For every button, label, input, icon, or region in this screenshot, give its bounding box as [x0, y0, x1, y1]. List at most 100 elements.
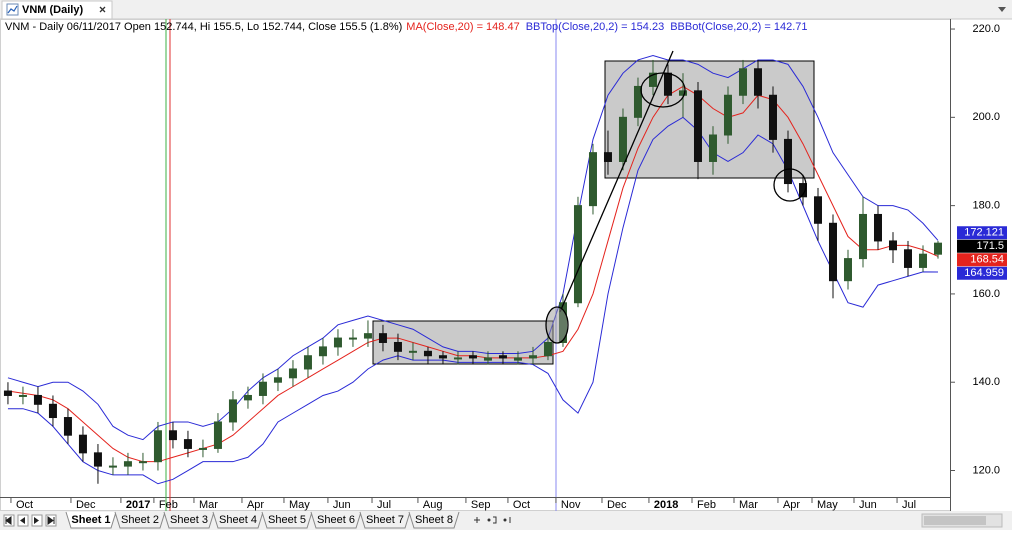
candle-body: [123, 461, 132, 467]
candle-body: [108, 465, 117, 468]
x-tick-label: Feb: [159, 499, 178, 511]
tab-icon: [6, 3, 19, 16]
candle-body: [153, 430, 162, 463]
candle-body: [678, 90, 687, 96]
sheet-tab[interactable]: [212, 511, 264, 529]
sheet-tab-label[interactable]: Sheet 4: [219, 514, 257, 526]
candle-body: [543, 341, 552, 357]
sheet-tab[interactable]: [310, 511, 362, 529]
tab-title: VNM (Daily): [22, 4, 83, 16]
candle-body: [168, 430, 177, 441]
x-tick-label: May: [289, 499, 310, 511]
sheet-tab-label[interactable]: Sheet 2: [121, 514, 159, 526]
candle-body: [723, 94, 732, 136]
sheet-tools[interactable]: [474, 516, 511, 524]
sheet-tab[interactable]: [163, 511, 215, 529]
chart-header-text: VNM - Daily 06/11/2017 Open 152.744, Hi …: [5, 21, 402, 33]
sheet-tab-label[interactable]: Sheet 5: [268, 514, 306, 526]
x-tick-label: 2018: [654, 499, 678, 511]
y-tick-label: 120.0: [972, 464, 1000, 476]
scrollbar-thumb[interactable]: [924, 516, 986, 525]
sheet-tab[interactable]: [408, 511, 460, 529]
sheet-tab[interactable]: [114, 511, 166, 529]
candle-body: [873, 213, 882, 242]
sheet-tab[interactable]: [359, 511, 411, 529]
x-tick-label: Jul: [377, 499, 391, 511]
value-tag: [957, 239, 1007, 253]
candle-body: [318, 346, 327, 357]
candle-body: [48, 403, 57, 419]
sheet-tab-label[interactable]: Sheet 6: [317, 514, 355, 526]
candle-body: [138, 461, 147, 464]
value-tag-label: 164.959: [964, 267, 1004, 279]
candle-body: [408, 350, 417, 353]
candle-body: [588, 152, 597, 207]
candle-body: [483, 357, 492, 361]
sheet-tab-label[interactable]: Sheet 7: [366, 514, 404, 526]
value-tag: [957, 253, 1007, 267]
candle-body: [828, 222, 837, 282]
candle-body: [798, 183, 807, 198]
candle-body: [393, 341, 402, 352]
candle-body: [213, 421, 222, 449]
candle-body: [378, 333, 387, 343]
candle-body: [363, 333, 372, 339]
x-tick-label: Mar: [199, 499, 218, 511]
tab-close[interactable]: [99, 6, 106, 13]
candle-body: [63, 417, 72, 436]
x-tick-label: Nov: [561, 499, 581, 511]
candle-body: [528, 355, 537, 359]
candle-body: [183, 439, 192, 449]
candle-body: [618, 116, 627, 162]
candle-body: [228, 399, 237, 423]
legend-entry: MA(Close,20) = 148.47: [406, 21, 519, 33]
tab-menu[interactable]: [998, 7, 1006, 12]
sheet-tabs: Sheet 1 Sheet 2 Sheet 3 Sheet 4 Sheet 5 Sheet…: [65, 511, 460, 529]
candle-body: [918, 253, 927, 268]
x-tick-label: 2017: [126, 499, 150, 511]
sheet-tab[interactable]: [261, 511, 313, 529]
candle-body: [513, 357, 522, 361]
candle-body: [468, 355, 477, 359]
candle-body: [3, 390, 12, 396]
candle-body: [243, 394, 252, 401]
y-tick-label: 220.0: [972, 23, 1000, 35]
circle-annotation: [640, 72, 686, 108]
sheet-nav[interactable]: [3, 514, 57, 527]
circle-annotation: [545, 306, 569, 344]
sheet-tab-label[interactable]: Sheet 8: [415, 514, 453, 526]
candle-body: [288, 368, 297, 379]
candle-body: [438, 355, 447, 359]
candle-body: [708, 134, 717, 162]
x-tick-label: Jun: [333, 499, 351, 511]
value-tag-label: 172.121: [964, 227, 1004, 239]
value-tag: [957, 266, 1007, 280]
y-tick-label: 160.0: [972, 288, 1000, 300]
x-tick-label: May: [817, 499, 838, 511]
candle-body: [813, 196, 822, 224]
candle-body: [78, 434, 87, 454]
candle-body: [573, 205, 582, 304]
drawings: [165, 19, 815, 511]
sheet-tab[interactable]: [65, 511, 117, 529]
x-tick-label: Aug: [423, 499, 443, 511]
candle-body: [648, 72, 657, 87]
x-tick-label: Apr: [783, 499, 800, 511]
x-tick-label: Oct: [513, 499, 530, 511]
legend-entry: BBBot(Close,20,2) = 142.71: [670, 21, 807, 33]
candle-body: [843, 258, 852, 282]
sheet-tab-label[interactable]: Sheet 1: [71, 514, 110, 526]
value-tag: [957, 226, 1007, 240]
candle-body: [498, 355, 507, 359]
circle-annotation: [773, 168, 807, 202]
value-tag-label: 168.54: [970, 254, 1004, 266]
sheet-tab-label[interactable]: Sheet 3: [170, 514, 208, 526]
candle-body: [258, 381, 267, 396]
candle-body: [633, 85, 642, 118]
candle-body: [18, 394, 27, 397]
candle-body: [768, 94, 777, 140]
candle-body: [333, 337, 342, 348]
tab-bar: [0, 0, 1012, 19]
legend-entry: BBTop(Close,20,2) = 154.23: [526, 21, 665, 33]
